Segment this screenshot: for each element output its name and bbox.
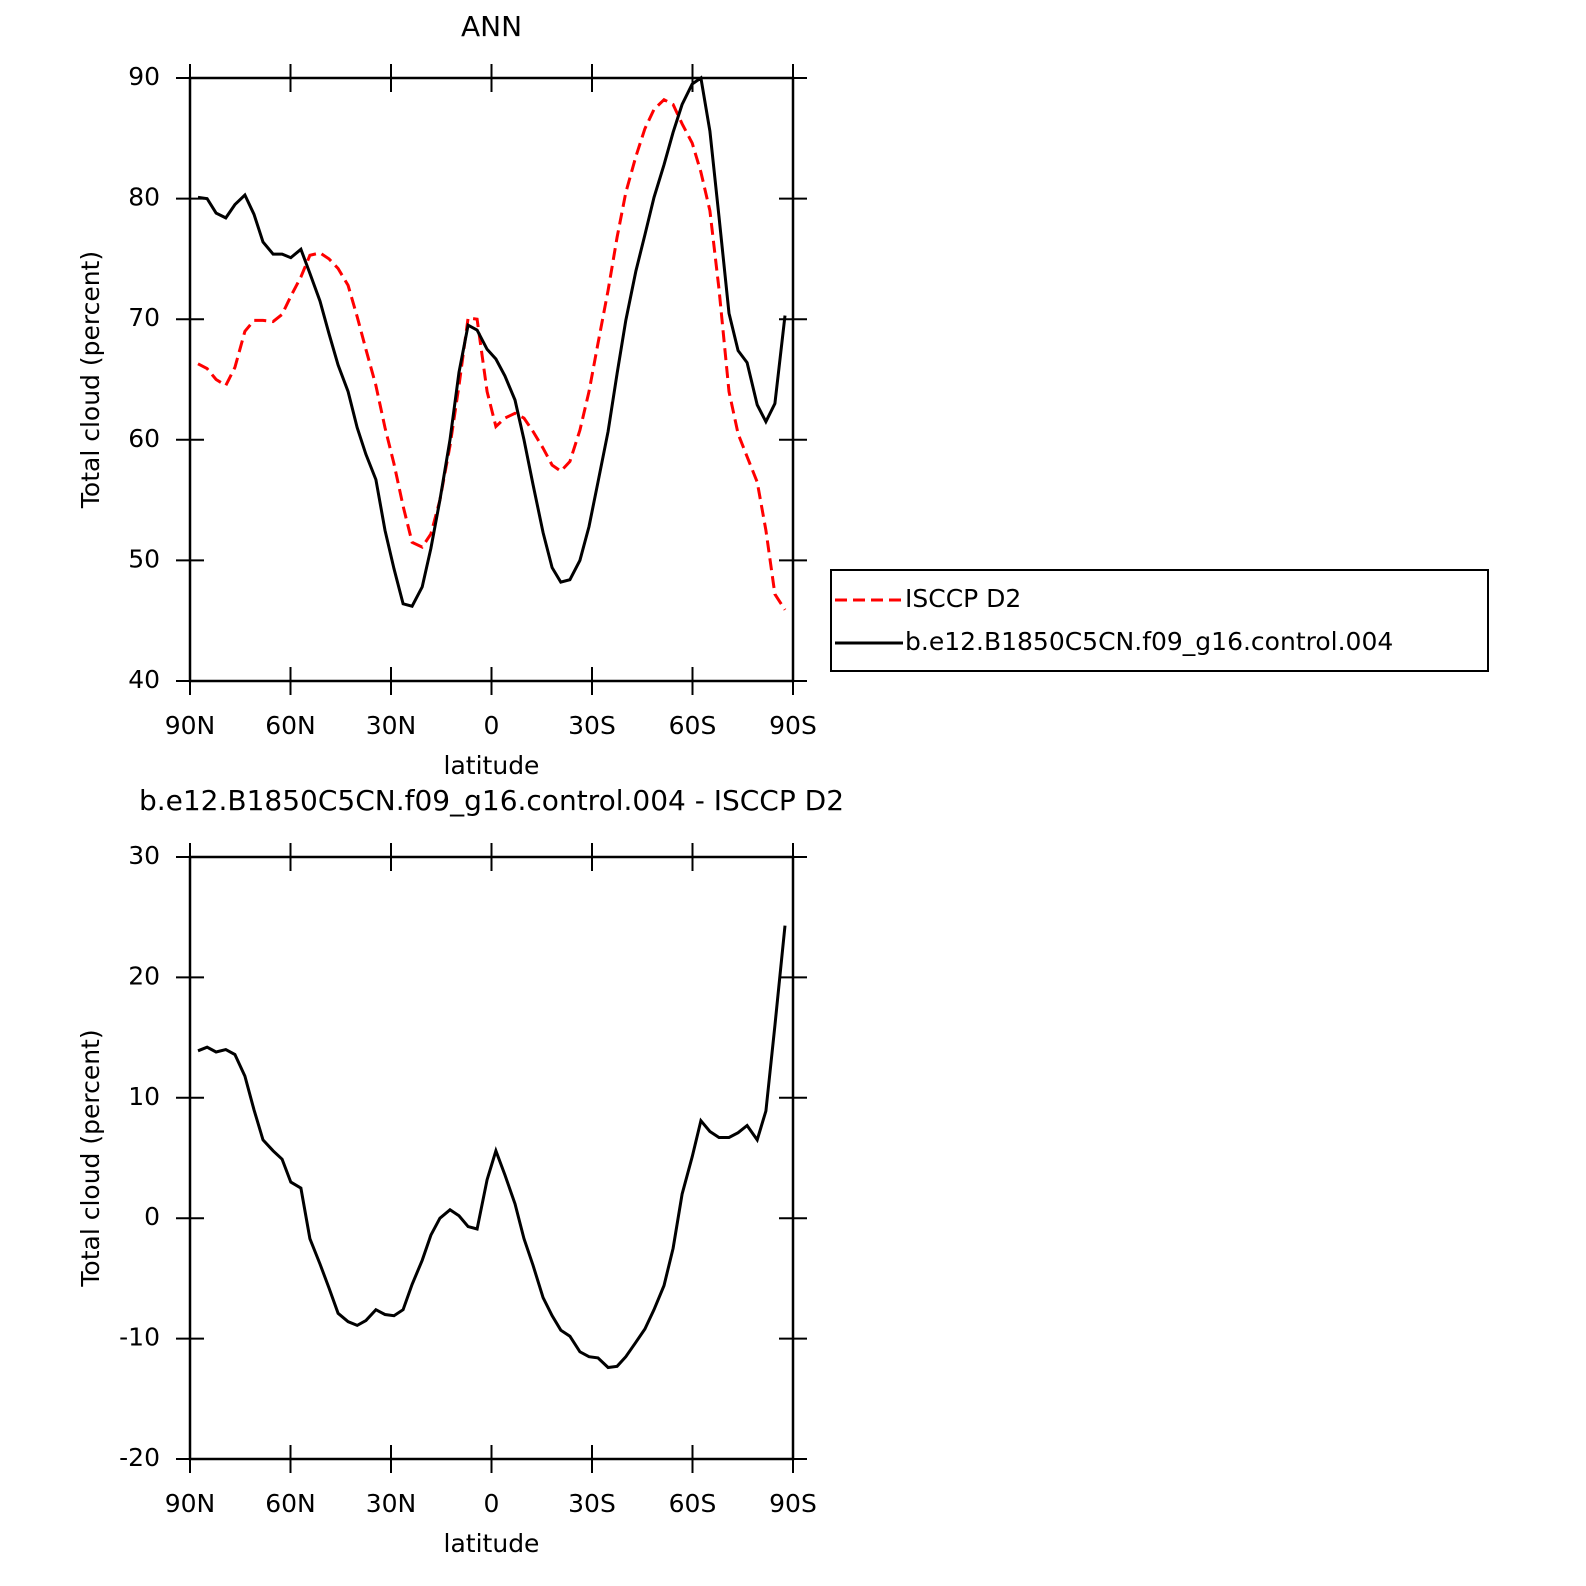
y-tick-label: 60 [128, 424, 160, 453]
x-tick-label: 0 [484, 1489, 500, 1518]
x-tick-label: 90N [165, 1489, 216, 1518]
plot-frame [188, 76, 795, 683]
x-tick-label: 90S [769, 1489, 817, 1518]
legend-label: ISCCP D2 [905, 584, 1021, 613]
x-tick-label: 0 [484, 711, 500, 740]
y-tick-label: -20 [119, 1443, 160, 1472]
y-tick-label: 80 [128, 183, 160, 212]
y-tick-label: 0 [144, 1202, 160, 1231]
x-tick-label: 60S [669, 711, 717, 740]
y-tick-label: 10 [128, 1082, 160, 1111]
data-line [197, 75, 787, 608]
x-tick-label: 30N [366, 1489, 417, 1518]
x-tick-label: 60S [669, 1489, 717, 1518]
x-tick-label: 60N [265, 711, 316, 740]
y-tick-label: -10 [119, 1323, 160, 1352]
y-tick-label: 40 [128, 665, 160, 694]
y-axis-label: Total cloud (percent) [76, 251, 105, 509]
data-line [197, 97, 787, 611]
chart-title: b.e12.B1850C5CN.f09_g16.control.004 - IS… [139, 784, 844, 817]
x-axis-label: latitude [444, 751, 540, 780]
y-tick-label: 50 [128, 544, 160, 573]
legend-label: b.e12.B1850C5CN.f09_g16.control.004 [905, 627, 1393, 656]
x-tick-label: 90S [769, 711, 817, 740]
x-tick-label: 60N [265, 1489, 316, 1518]
chart-title: ANN [461, 10, 522, 43]
x-axis-label: latitude [444, 1529, 540, 1558]
y-tick-label: 70 [128, 303, 160, 332]
x-tick-label: 30S [568, 711, 616, 740]
y-axis-label: Total cloud (percent) [76, 1029, 105, 1287]
x-tick-label: 30N [366, 711, 417, 740]
x-tick-label: 90N [165, 711, 216, 740]
y-tick-label: 90 [128, 62, 160, 91]
y-tick-label: 30 [128, 841, 160, 870]
x-tick-label: 30S [568, 1489, 616, 1518]
y-tick-label: 20 [128, 961, 160, 990]
legend-box [830, 569, 1489, 672]
data-line [197, 925, 787, 1370]
